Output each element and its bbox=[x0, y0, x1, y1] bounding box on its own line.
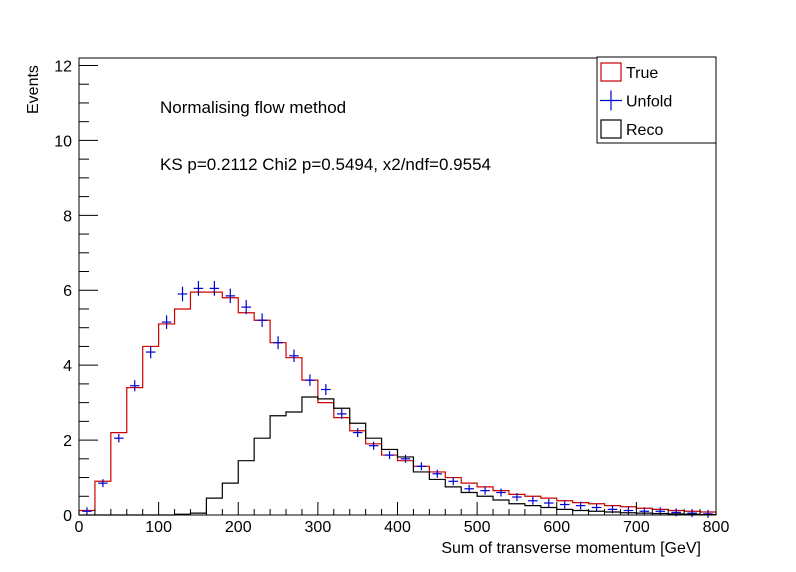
x-tick-label: 300 bbox=[305, 519, 332, 536]
data-point bbox=[225, 288, 236, 304]
legend-label: Reco bbox=[626, 122, 663, 139]
data-point bbox=[321, 384, 331, 396]
x-tick-label: 100 bbox=[145, 519, 172, 536]
data-point bbox=[591, 503, 602, 512]
data-point bbox=[464, 484, 474, 493]
y-tick-label: 6 bbox=[63, 283, 72, 300]
data-point bbox=[432, 469, 443, 478]
data-point bbox=[559, 500, 570, 509]
data-point bbox=[496, 488, 506, 497]
data-point bbox=[98, 479, 108, 488]
annotation-method: Normalising flow method bbox=[160, 98, 346, 117]
x-tick-label: 600 bbox=[543, 519, 570, 536]
y-tick-label: 2 bbox=[63, 433, 72, 450]
data-point bbox=[703, 509, 713, 518]
x-tick-label: 500 bbox=[464, 519, 491, 536]
legend-marker bbox=[600, 62, 622, 82]
data-point bbox=[257, 313, 267, 328]
x-tick-label: 800 bbox=[703, 519, 730, 536]
data-point bbox=[416, 462, 427, 471]
legend-marker bbox=[600, 119, 622, 139]
data-point bbox=[241, 300, 251, 315]
data-point bbox=[129, 380, 140, 392]
data-point bbox=[273, 336, 283, 350]
y-tick-label: 4 bbox=[63, 358, 72, 375]
data-point bbox=[177, 286, 188, 302]
data-point bbox=[384, 451, 395, 460]
y-tick-label: 10 bbox=[54, 133, 72, 150]
legend-entry-unfold: Unfold bbox=[600, 90, 672, 111]
series-true bbox=[78, 291, 717, 515]
data-point bbox=[368, 441, 379, 450]
x-tick-label: 200 bbox=[225, 519, 252, 536]
data-point bbox=[289, 349, 299, 362]
step-line-reco bbox=[79, 396, 717, 516]
data-point bbox=[512, 493, 522, 502]
data-point bbox=[528, 496, 538, 505]
y-tick-label: 8 bbox=[63, 208, 72, 225]
data-point bbox=[639, 507, 650, 516]
legend-entry-reco: Reco bbox=[600, 119, 663, 139]
data-point bbox=[114, 433, 124, 443]
x-tick-label: 400 bbox=[384, 519, 411, 536]
series-reco bbox=[79, 396, 717, 516]
data-point bbox=[448, 477, 459, 486]
x-tick-label: 0 bbox=[75, 519, 84, 536]
legend: True Unfold Reco bbox=[596, 56, 717, 144]
annotation-stats: KS p=0.2112 Chi2 p=0.5494, x2/ndf=0.9554 bbox=[160, 155, 491, 174]
legend-label: Unfold bbox=[626, 94, 672, 111]
legend-label: True bbox=[626, 65, 658, 82]
data-point bbox=[161, 315, 172, 329]
x-tick-label: 700 bbox=[623, 519, 650, 536]
step-line-true bbox=[78, 291, 717, 515]
data-point bbox=[145, 345, 156, 359]
data-point bbox=[400, 454, 411, 463]
y-tick-label: 0 bbox=[63, 508, 72, 525]
y-axis-label: Events bbox=[25, 65, 42, 114]
data-point bbox=[480, 486, 490, 495]
legend-entry-true: True bbox=[600, 62, 658, 82]
data-point bbox=[352, 428, 363, 438]
data-point bbox=[305, 374, 315, 386]
data-point bbox=[575, 501, 586, 510]
data-point bbox=[193, 280, 204, 296]
data-point bbox=[544, 499, 554, 508]
x-axis-label: Sum of transverse momentum [GeV] bbox=[441, 540, 701, 557]
series-unfold bbox=[82, 280, 713, 518]
y-tick-label: 12 bbox=[54, 58, 72, 75]
data-point bbox=[82, 507, 92, 516]
data-point bbox=[687, 509, 697, 518]
data-point bbox=[336, 408, 347, 419]
data-point bbox=[209, 280, 220, 296]
